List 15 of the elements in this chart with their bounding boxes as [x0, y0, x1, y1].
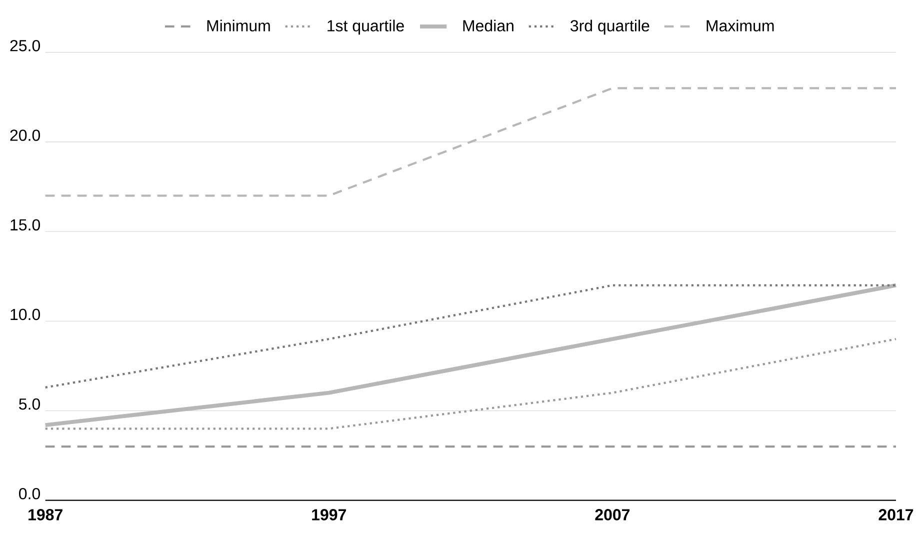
- y-tick-label: 10.0: [10, 308, 40, 320]
- y-tick-label: 0.0: [19, 488, 40, 500]
- y-tick-label: 15.0: [10, 219, 40, 231]
- legend-label: 1st quartile: [328, 20, 404, 35]
- y-tick-label: 5.0: [19, 398, 40, 410]
- legend-label: Maximum: [706, 20, 774, 32]
- legend-label: Median: [463, 20, 514, 32]
- legend-label: Minimum: [207, 20, 270, 32]
- y-tick-label: 20.0: [10, 130, 40, 141]
- x-tick-label: 1997: [312, 509, 346, 520]
- legend-label: 3rd quartile: [570, 20, 650, 35]
- x-tick-label: 2007: [595, 509, 630, 520]
- y-tick-label: 25.0: [10, 40, 40, 52]
- x-tick-label: 1987: [28, 509, 62, 520]
- x-tick-label: 2017: [878, 509, 914, 520]
